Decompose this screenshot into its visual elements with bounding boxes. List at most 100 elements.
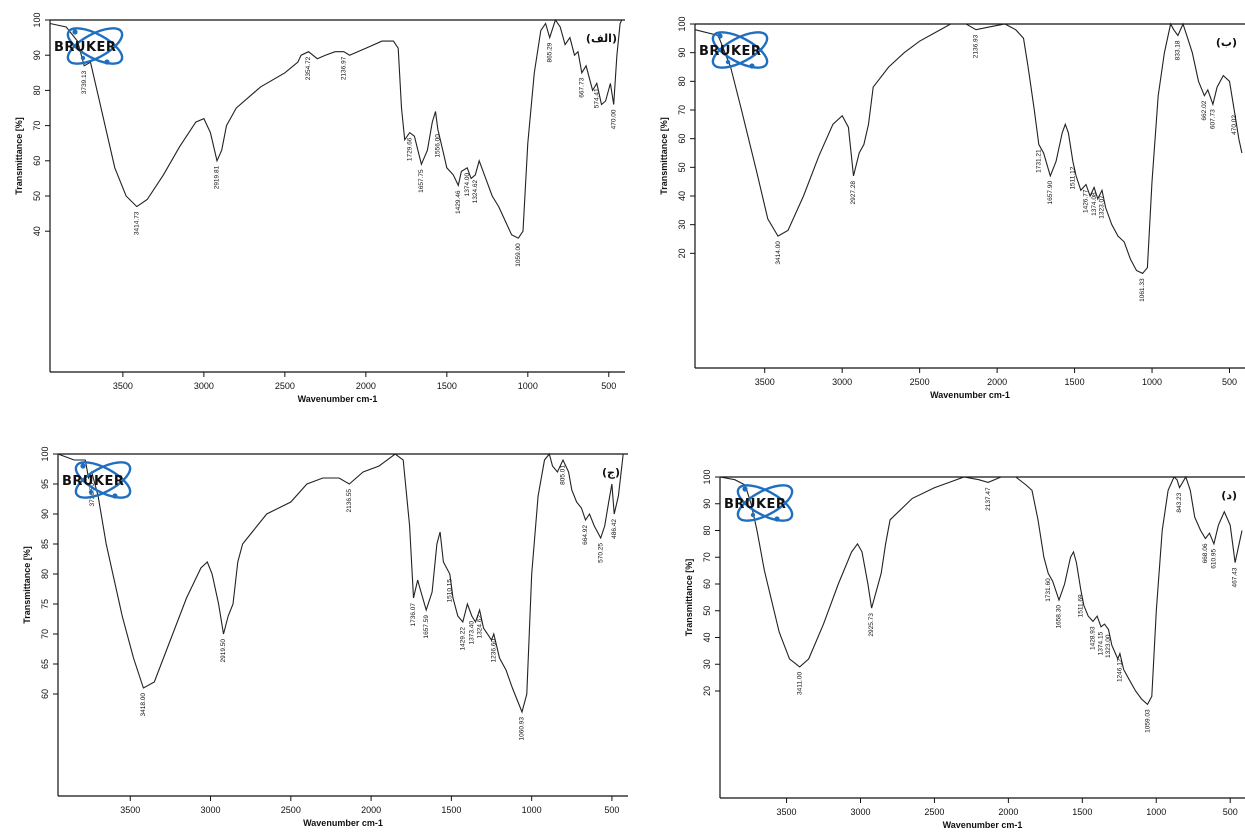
y-tick-label: 60	[32, 156, 42, 166]
y-tick-label: 100	[677, 16, 687, 31]
y-tick-label: 70	[677, 105, 687, 115]
x-tick-label: 1500	[441, 805, 461, 815]
spectrum-chart-d: 3500 3000 2500 2000 1500 1000 500 20 30 40 50 60 70 8…	[684, 469, 1245, 830]
y-tick-label: 90	[40, 509, 50, 519]
y-tick-label: 60	[677, 134, 687, 144]
x-tick-label: 3000	[201, 805, 221, 815]
peak-label: 570.25	[597, 543, 604, 563]
y-tick-label: 90	[702, 499, 712, 509]
panel-label: (ب)	[1216, 36, 1237, 49]
peak-label: 1373.40	[468, 621, 475, 645]
y-tick-label: 70	[32, 121, 42, 131]
x-tick-label: 500	[601, 381, 616, 391]
x-tick-label: 500	[1223, 807, 1238, 817]
x-tick-label: 500	[1222, 377, 1237, 387]
logo-orbit-icon	[74, 461, 132, 499]
logo-wordmark: BRUKER	[54, 40, 116, 55]
peak-label: 2136.55	[346, 489, 353, 513]
x-tick-label: 3500	[113, 381, 133, 391]
peak-label: 1236.60	[490, 639, 497, 663]
peak-label: 1323.00	[1105, 634, 1112, 658]
peak-label: 610.95	[1211, 548, 1218, 568]
spectrum-panel-a: 3500 3000 2500 2000 1500 1000 500 40 50 60 70 80 90 1…	[0, 0, 640, 418]
x-tick-label: 2500	[924, 807, 944, 817]
peak-label: 2136.93	[973, 34, 980, 58]
bruker-logo: BRUKER	[54, 27, 124, 65]
peak-label: 865.29	[546, 42, 553, 62]
peak-label: 1323.07	[1099, 195, 1106, 219]
panel-label: (د)	[1221, 489, 1237, 502]
peak-label: 1059.03	[1144, 709, 1151, 733]
x-tick-label: 1500	[437, 381, 457, 391]
logo-dot-icon	[104, 59, 110, 65]
peak-label: 805.01	[560, 465, 567, 485]
peak-label: 467.43	[1232, 567, 1239, 587]
peak-label: 1426.77	[1083, 189, 1090, 213]
spectrum-line	[57, 452, 625, 714]
logo-dot-icon	[717, 33, 723, 39]
y-tick-label: 30	[677, 220, 687, 230]
peak-label: 2137.47	[985, 487, 992, 511]
y-tick-label: 40	[677, 191, 687, 201]
y-tick-label: 100	[32, 12, 42, 27]
logo-wordmark: BRUKER	[62, 474, 124, 489]
peak-label: 3414.00	[775, 241, 782, 265]
x-axis-title: Wavenumber cm-1	[930, 390, 1010, 400]
peak-label: 3736.50	[89, 483, 96, 507]
peak-label: 3739.13	[81, 70, 88, 94]
x-tick-label: 500	[604, 805, 619, 815]
logo-orbit-icon	[736, 484, 794, 522]
x-tick-label: 1000	[1146, 807, 1166, 817]
peak-label: 2136.97	[340, 56, 347, 80]
x-tick-label: 3000	[850, 807, 870, 817]
logo-dot-icon	[88, 489, 94, 495]
peak-label: 1324.62	[476, 615, 483, 639]
x-tick-label: 1500	[1072, 807, 1092, 817]
peak-label: 2927.28	[850, 181, 857, 205]
peak-label: 1246.12	[1117, 658, 1124, 682]
x-tick-label: 1000	[518, 381, 538, 391]
peak-label: 1556.00	[434, 134, 441, 158]
peak-label: 1060.93	[519, 717, 526, 741]
peak-label: 1374.00	[464, 172, 471, 196]
logo-dot-icon	[725, 59, 731, 65]
y-tick-label: 95	[40, 479, 50, 489]
y-axis-title: Transmittance [%]	[14, 117, 24, 195]
y-axis-title: Transmittance [%]	[684, 559, 694, 637]
y-tick-label: 60	[40, 689, 50, 699]
peak-label: 1657.75	[418, 169, 425, 193]
logo-orbit-icon	[66, 27, 124, 65]
logo-orbit-icon	[736, 484, 794, 522]
spectrum-line	[719, 475, 1243, 706]
x-tick-label: 3500	[120, 805, 140, 815]
peak-label: 1731.21	[1035, 149, 1042, 173]
peak-label: 1061.33	[1139, 278, 1146, 302]
x-tick-label: 1000	[522, 805, 542, 815]
peak-label: 1736.07	[410, 603, 417, 627]
peak-label: 664.92	[582, 525, 589, 545]
y-tick-label: 75	[40, 599, 50, 609]
y-tick-label: 70	[702, 552, 712, 562]
x-tick-label: 3500	[755, 377, 775, 387]
logo-wordmark: BRUKER	[724, 497, 786, 512]
y-tick-label: 85	[40, 539, 50, 549]
x-tick-label: 2500	[910, 377, 930, 387]
peak-label: 1731.60	[1045, 578, 1052, 602]
peak-label: 1658.30	[1056, 605, 1063, 629]
peak-label: 1510.15	[446, 579, 453, 603]
peak-label: 1429.22	[459, 627, 466, 651]
peak-label: 470.00	[610, 109, 617, 129]
peak-label: 1374.08	[1091, 192, 1098, 216]
peak-label: 667.73	[578, 77, 585, 97]
logo-dot-icon	[749, 63, 755, 69]
logo-dot-icon	[112, 493, 118, 499]
y-tick-label: 40	[702, 632, 712, 642]
peak-label: 574.41	[593, 88, 600, 108]
bruker-logo: BRUKER	[724, 484, 794, 522]
y-tick-label: 50	[32, 191, 42, 201]
y-tick-label: 70	[40, 629, 50, 639]
panel-label: (الف)	[586, 32, 617, 45]
peak-label: 1324.62	[472, 179, 479, 203]
bruker-logo: BRUKER	[699, 31, 769, 69]
logo-orbit-icon	[711, 31, 769, 69]
